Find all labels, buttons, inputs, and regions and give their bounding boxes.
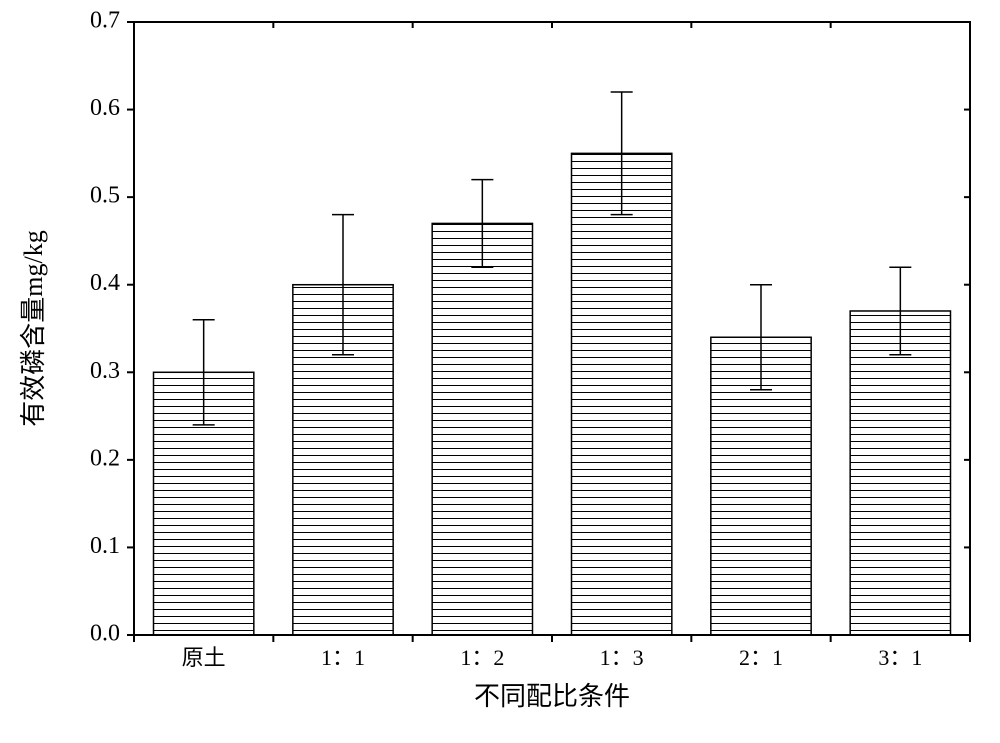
- y-tick-label: 0.3: [90, 358, 120, 384]
- y-tick-label: 0.5: [90, 183, 120, 209]
- x-axis-title: 不同配比条件: [474, 682, 630, 711]
- bar-hatch: [850, 311, 950, 635]
- bar-hatch: [432, 223, 532, 635]
- y-tick-label: 0.2: [90, 445, 120, 471]
- y-tick-label: 0.4: [90, 270, 120, 296]
- bar-hatch: [572, 153, 672, 635]
- y-tick-label: 0.1: [90, 533, 120, 559]
- x-tick-label: 1：1: [321, 645, 365, 670]
- y-tick-label: 0.7: [90, 8, 120, 34]
- x-tick-label: 1：2: [460, 645, 504, 670]
- plot-frame: [134, 22, 970, 635]
- y-tick-label: 0.0: [90, 621, 120, 647]
- x-tick-label: 原土: [182, 645, 226, 670]
- chart-container: 0.0 0.1 0.2 0.3 0.4 0.5 0.6 0.7 原土 1：1 1：2 1：3 2：1 3：…: [0, 0, 1000, 743]
- x-tick-label: 2：1: [739, 645, 783, 670]
- x-tick-label: 1：3: [600, 645, 644, 670]
- y-axis-title: 有效磷含量mg/kg: [19, 230, 48, 426]
- bar-chart: 0.0 0.1 0.2 0.3 0.4 0.5 0.6 0.7 原土 1：1 1：2 1：3 2：1 3：…: [0, 0, 1000, 743]
- y-tick-label: 0.6: [90, 95, 120, 121]
- x-tick-label: 3：1: [878, 645, 922, 670]
